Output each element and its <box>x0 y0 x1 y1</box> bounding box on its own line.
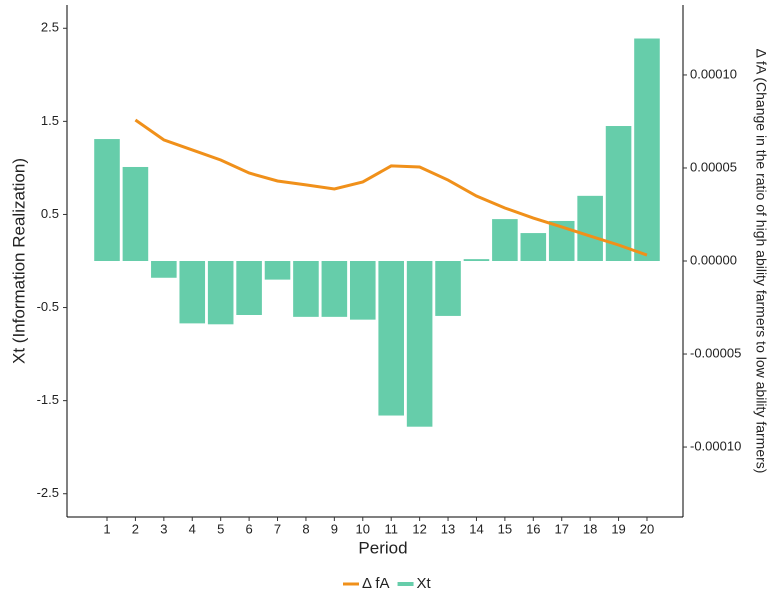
bar <box>122 166 149 261</box>
y-tick-label: -2.5 <box>37 485 59 500</box>
bar <box>293 261 319 317</box>
bar <box>207 261 234 325</box>
y-tick-label: 1.5 <box>41 113 59 128</box>
bar <box>463 259 490 261</box>
x-tick-label: 16 <box>526 521 540 536</box>
x-tick-label: 18 <box>583 521 597 536</box>
x-tick-label: 2 <box>132 521 139 536</box>
x-tick-label: 5 <box>217 521 224 536</box>
y2-tick-label: -0.00010 <box>690 438 741 453</box>
legend-label: Δ fA <box>362 575 390 592</box>
y-axis-title: Xt (Information Realization) <box>9 158 28 364</box>
y2-tick-label: 0.00005 <box>690 159 737 174</box>
y-tick-label: 0.5 <box>41 206 59 221</box>
x-tick-label: 19 <box>611 521 625 536</box>
x-tick-label: 12 <box>412 521 426 536</box>
bar <box>94 139 120 261</box>
bar <box>179 261 206 324</box>
bar <box>605 126 632 261</box>
x-tick-label: 8 <box>302 521 309 536</box>
x-tick-label: 20 <box>640 521 654 536</box>
x-axis-title: Period <box>358 538 407 557</box>
bar <box>577 195 603 261</box>
y2-tick-label: 0.00000 <box>690 252 737 267</box>
x-tick-label: 15 <box>498 521 512 536</box>
x-tick-label: 13 <box>441 521 455 536</box>
x-tick-label: 14 <box>469 521 483 536</box>
x-tick-label: 4 <box>189 521 196 536</box>
bar <box>520 233 547 261</box>
x-tick-label: 7 <box>274 521 281 536</box>
legend-swatch <box>397 582 414 586</box>
bar <box>435 261 461 316</box>
x-tick-label: 10 <box>356 521 370 536</box>
x-tick-label: 6 <box>245 521 252 536</box>
legend-label: Xt <box>417 575 432 592</box>
bar <box>264 261 291 280</box>
y-tick-label: -1.5 <box>37 392 59 407</box>
bar <box>321 261 348 317</box>
x-tick-label: 3 <box>160 521 167 536</box>
y2-tick-label: -0.00005 <box>690 345 741 360</box>
y-tick-label: -0.5 <box>37 299 59 314</box>
bar <box>634 38 660 261</box>
bar <box>378 261 404 416</box>
x-tick-label: 17 <box>554 521 568 536</box>
bar <box>406 261 433 427</box>
bar <box>236 261 262 315</box>
y2-axis-title: Δ fA (Change in the ratio of high abilit… <box>753 49 769 474</box>
bar <box>492 219 518 261</box>
y2-tick-label: 0.00010 <box>690 66 737 81</box>
x-tick-label: 11 <box>384 521 398 536</box>
bar <box>349 261 376 320</box>
line <box>134 118 648 257</box>
bar <box>151 261 177 278</box>
x-tick-label: 9 <box>331 521 338 536</box>
x-tick-label: 1 <box>103 521 110 536</box>
y-tick-label: 2.5 <box>41 20 59 35</box>
